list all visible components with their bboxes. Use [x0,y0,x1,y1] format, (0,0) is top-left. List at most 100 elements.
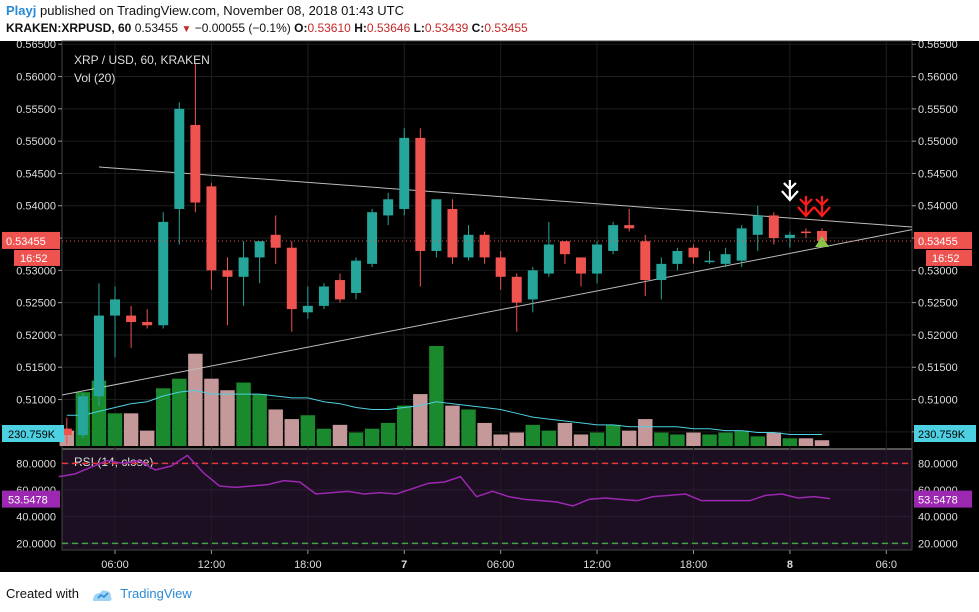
volume-ma-line [66,389,823,435]
candle [752,205,763,251]
candle [206,183,217,290]
candle-body [126,315,137,323]
candle-body [367,212,378,264]
candle-body [302,305,313,313]
volume-bar [541,430,557,446]
candle [431,199,442,258]
arrow-down-icon [781,180,799,202]
candle-body [752,215,763,235]
time-badge [14,249,60,266]
created-with-text: Created with [6,586,79,601]
candle-body [495,257,506,277]
candle [495,250,506,290]
candle-body [351,260,362,293]
x-tick-label: 8 [787,559,793,571]
volume-badge-label: 230.759K [8,429,56,441]
y-tick-label-right: 0.52500 [918,298,958,310]
y-tick-label-right: 0.53000 [918,265,958,277]
candle-body [736,228,747,261]
candle-body [800,231,811,234]
y-tick-label-left: 0.53000 [16,265,56,277]
candle [174,102,185,245]
left-axis-bg [0,41,62,572]
time-badge [926,249,972,266]
volume-bar [605,424,621,446]
symbol-label: KRAKEN:XRPUSD, 60 [6,21,132,35]
candle-body [222,270,233,277]
x-tick-label: 12:00 [583,559,611,571]
candle-body [93,315,104,397]
volume-bar [220,390,235,446]
candle [784,231,795,248]
volume-bar [654,432,669,446]
candle-body [688,247,699,258]
candle-body [174,108,185,209]
candle-body [817,230,827,241]
volume-bar [268,409,283,446]
low-value: 0.53439 [424,21,469,35]
candle-body [527,270,538,300]
plot-border [61,40,913,551]
candle [800,228,811,239]
y-tick-label-right: 0.51500 [918,362,958,374]
candle [640,234,651,297]
candle-body [576,257,586,274]
triangle-up-icon [815,236,830,247]
rsi-badge-label: 53.5478 [8,495,48,507]
open-label: O: [294,21,308,35]
candle [286,241,297,332]
y-tick-label-left: 0.54000 [16,201,56,213]
price-change: −0.00055 (−0.1%) [194,21,291,35]
volume-bar [702,434,717,446]
candle [592,241,603,284]
candle-body [431,199,442,251]
close-label: C: [471,21,485,35]
candle-body [61,428,72,436]
candle [190,63,201,213]
time-badge-label: 16:52 [932,253,960,265]
volume-bar [734,430,749,446]
volume-bar [445,405,460,446]
candle [672,247,683,271]
candle-body [608,225,619,251]
published-text: published on TradingView.com, November 0… [39,3,404,18]
candle [768,212,779,245]
candle [399,128,410,216]
x-tick-label: 18:00 [294,559,322,571]
y-tick-label-right: 0.54000 [918,201,958,213]
volume-bar [718,432,733,446]
author-link[interactable]: Playj [6,3,37,18]
volume-bar [284,419,300,446]
symbol-title: XRP / USD, 60, KRAKEN [74,53,210,67]
volume-bar [814,440,830,446]
volume-bar [509,432,524,446]
y-tick-label-left: 0.51500 [16,362,56,374]
rsi-badge [914,490,972,508]
volume-bar [155,388,171,446]
candle [559,241,570,264]
volume-bar [493,434,508,446]
candle-body [286,247,297,310]
volume-bar [252,394,267,446]
volume-bar [525,424,541,446]
trendline [61,229,913,396]
ohlc-header: KRAKEN:XRPUSD, 60 0.53455 ▼ −0.00055 (−0… [6,21,528,35]
candle [318,283,329,310]
x-tick-label: 06:00 [487,559,515,571]
candle [142,309,153,329]
volume-bar [621,430,637,446]
price-badge [914,231,972,249]
down-triangle-icon: ▼ [181,24,192,35]
volume-bar [332,424,348,446]
tradingview-brand-link[interactable]: TradingView [120,586,192,601]
candle [608,221,619,255]
candle [367,208,378,268]
candle [110,286,121,358]
tradingview-logo-icon [92,589,112,601]
candle-body [110,299,121,316]
candle [254,241,265,284]
candle-body [704,260,715,263]
close-value: 0.53455 [484,21,528,35]
y-tick-label-left: 0.56000 [16,72,56,84]
